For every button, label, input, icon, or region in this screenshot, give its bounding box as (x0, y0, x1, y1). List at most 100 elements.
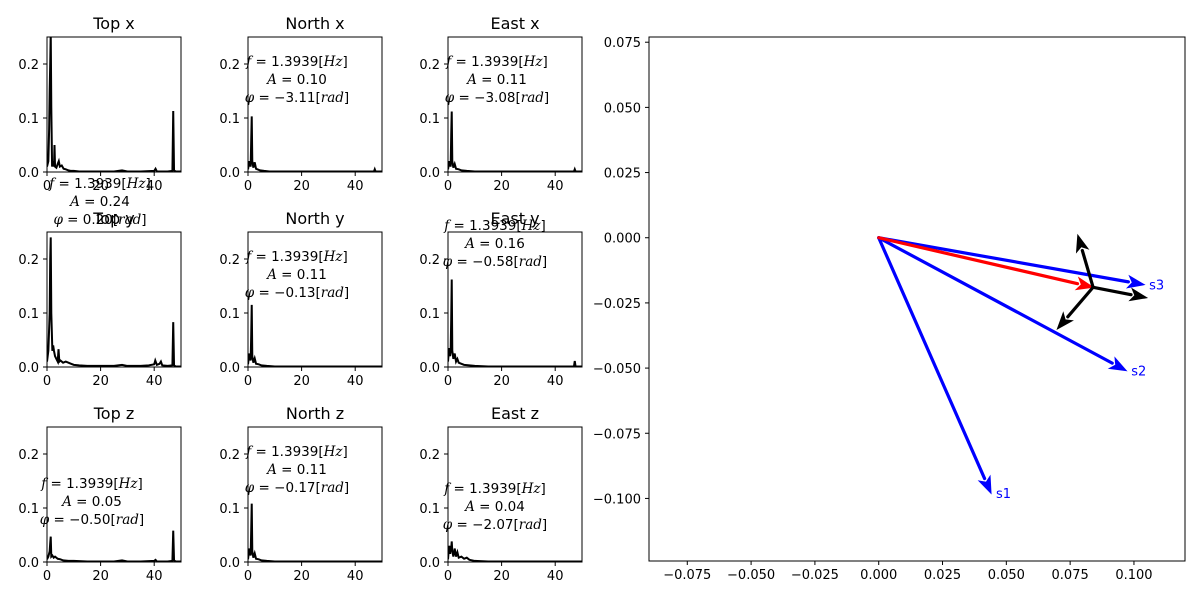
phi-symbol: φ (445, 90, 455, 106)
y-tick-label: 0.2 (18, 58, 39, 73)
phi-value: = −0.58[ (452, 254, 519, 270)
x-tick-label: 40 (547, 569, 564, 584)
frame-axis-3-shaft (1066, 285, 1095, 319)
x-tick-label: 0 (43, 569, 51, 584)
annotation-amplitude: A = 0.11 (265, 267, 327, 283)
f-unit: Hz (323, 54, 344, 70)
resultant-vector (877, 236, 1095, 291)
subplot-top-x: 0 20 40 0.0 0.1 0.2 Top x (18, 14, 182, 194)
annotation-amplitude: A = 0.24 (68, 194, 130, 210)
y-tick-label: 0.0 (219, 166, 240, 181)
peak-annotation: f = 1.3939[Hz] A = 0.24 φ = 0.20[rad] (48, 176, 151, 228)
subplot-title: East x (490, 14, 539, 33)
frame-axis-1-head (1075, 233, 1090, 254)
bracket: ] (139, 512, 144, 528)
spectrum-line (248, 304, 382, 367)
sensor-label: s3 (1149, 279, 1164, 294)
A-value: = 0.11 (277, 267, 327, 283)
y-tick-label: 0.0 (419, 166, 440, 181)
y-tick-label: 0.0 (18, 361, 39, 376)
y-tick-label: 0.2 (419, 448, 440, 463)
sensor-vector-s3 (877, 236, 1146, 289)
annotation-frequency: f = 1.3939[Hz] (245, 249, 348, 265)
bracket: ] (344, 285, 349, 301)
y-tick-label: 0.0 (419, 556, 440, 571)
subplot-title: Top z (93, 404, 134, 423)
x-tick-label: 0 (444, 569, 452, 584)
phi-value: = −0.13[ (254, 285, 321, 301)
annotation-frequency: f = 1.3939[Hz] (443, 218, 546, 234)
x-tick-label: 40 (347, 179, 364, 194)
peak-annotation: f = 1.3939[Hz] A = 0.11 φ = −3.08[rad] (445, 54, 549, 106)
resultant-vector-shaft (877, 236, 1080, 286)
spectrum-line (248, 503, 382, 562)
subplot-top-z: 0 20 40 0.0 0.1 0.2 Top z f = 1.3939[Hz] A = 0.0… (18, 404, 182, 584)
annotation-amplitude: A = 0.04 (463, 499, 525, 515)
f-value: = 1.3939[ (449, 481, 521, 497)
x-tick-label: 0 (444, 374, 452, 389)
A-symbol: A (68, 194, 80, 210)
bracket: ] (344, 90, 349, 106)
A-value: = 0.10 (277, 72, 327, 88)
phi-symbol: φ (245, 285, 255, 301)
axes-frame (46, 36, 182, 173)
x-tick-label: −0.025 (791, 568, 839, 583)
A-symbol: A (265, 462, 277, 478)
annotation-frequency: f = 1.3939[Hz] (245, 444, 348, 460)
subplot-east-z: 0 20 40 0.0 0.1 0.2 East z f = 1.3939[Hz] A = 0.… (419, 404, 583, 584)
y-tick-label: −0.075 (593, 427, 641, 442)
f-value: = 1.3939[ (449, 218, 521, 234)
A-value: = 0.11 (277, 462, 327, 478)
resultant-vector-head (1074, 276, 1095, 291)
y-tick-label: 0.1 (18, 112, 39, 127)
x-tick-label: −0.050 (727, 568, 775, 583)
annotation-phase: φ = −0.58[rad] (443, 254, 547, 270)
annotation-amplitude: A = 0.11 (265, 462, 327, 478)
phi-symbol: φ (245, 480, 255, 496)
phi-symbol: φ (53, 212, 63, 228)
x-tick-label: 20 (293, 179, 310, 194)
annotation-phase: φ = 0.20[rad] (53, 212, 146, 228)
f-symbol: f (443, 481, 451, 497)
y-tick-label: 0.0 (419, 361, 440, 376)
phi-symbol: φ (245, 90, 255, 106)
annotation-phase: φ = −0.50[rad] (40, 512, 144, 528)
f-symbol: f (40, 476, 48, 492)
subplot-title: Top x (92, 14, 135, 33)
subplot-title: North y (285, 209, 344, 228)
x-tick-label: 20 (92, 569, 109, 584)
axes-frame (247, 36, 383, 173)
phi-unit: rad (116, 512, 140, 528)
x-tick-label: 20 (493, 179, 510, 194)
x-tick-label: 0 (244, 374, 252, 389)
sensor-vector-s2-shaft (877, 236, 1114, 365)
bracket: ] (542, 254, 547, 270)
phi-value: = −0.50[ (49, 512, 116, 528)
sensor-vector-s3-head (1125, 274, 1146, 289)
phi-value: = −3.08[ (454, 90, 521, 106)
y-tick-label: 0.075 (604, 36, 641, 51)
x-tick-label: 0.000 (860, 568, 897, 583)
A-value: = 0.16 (475, 236, 525, 252)
y-tick-label: 0.1 (18, 307, 39, 322)
sensor-vector-s2-head (1107, 356, 1128, 372)
spectrum-line (448, 111, 582, 172)
A-symbol: A (265, 72, 277, 88)
annotation-phase: φ = −0.17[rad] (245, 480, 349, 496)
sensor-vector-s1 (877, 236, 992, 495)
subplot-title: East y (490, 209, 539, 228)
subplot-title: East z (491, 404, 539, 423)
x-tick-label: 0 (244, 179, 252, 194)
phi-unit: rad (321, 285, 345, 301)
bracket: ] (146, 176, 151, 192)
x-tick-label: 40 (547, 179, 564, 194)
x-tick-label: 40 (347, 374, 364, 389)
spectrum-line (47, 530, 181, 562)
x-tick-label: 20 (493, 374, 510, 389)
f-symbol: f (245, 249, 253, 265)
x-tick-label: −0.075 (663, 568, 711, 583)
y-tick-label: 0.2 (419, 253, 440, 268)
vector-plot: −0.075 −0.050 −0.025 0.000 0.025 0.050 0.075 0.… (593, 36, 1186, 583)
vector-axes-frame (648, 36, 1186, 562)
